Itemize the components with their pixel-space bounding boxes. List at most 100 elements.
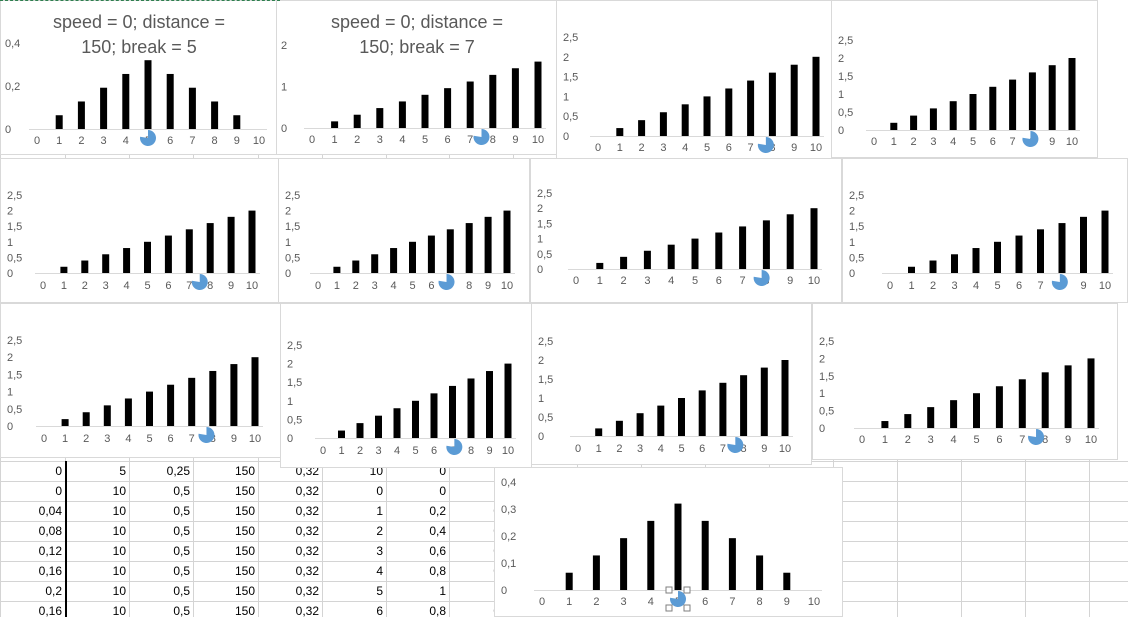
table-cell[interactable]: 150 (234, 604, 255, 618)
table-cell[interactable]: 10 (112, 504, 126, 518)
bar (904, 414, 912, 428)
selection-handle (665, 586, 673, 594)
table-cell[interactable]: 0,32 (295, 604, 319, 618)
table-cell[interactable]: 150 (234, 544, 255, 558)
bar (949, 101, 957, 130)
y-tick-label: 2,5 (849, 190, 864, 202)
y-tick-label: 1,5 (819, 371, 834, 383)
y-tick-label: 2 (285, 206, 291, 218)
table-cell[interactable]: 150 (234, 464, 255, 478)
x-tick-label: 10 (1066, 136, 1078, 148)
table-cell[interactable]: 150 (234, 504, 255, 518)
table-cell[interactable]: 0,6 (429, 544, 446, 558)
bar (1037, 229, 1044, 273)
table-cell[interactable]: 5 (119, 464, 126, 478)
table-cell[interactable]: 10 (112, 564, 126, 578)
table-cell[interactable]: 0,16 (38, 604, 62, 618)
table-cell[interactable]: 0,5 (173, 504, 190, 518)
table-cell[interactable]: 150 (234, 484, 255, 498)
table-cell[interactable]: 10 (112, 584, 126, 598)
table-cell[interactable]: 10 (112, 484, 126, 498)
x-tick-label: 0 (309, 134, 315, 146)
x-tick-label: 9 (228, 280, 234, 292)
table-cell[interactable]: 10 (112, 604, 126, 618)
table-cell[interactable]: 0,2 (45, 584, 62, 598)
table-cell[interactable]: 0,5 (173, 584, 190, 598)
table-cell[interactable]: 0,32 (295, 584, 319, 598)
table-cell[interactable]: 0,5 (173, 544, 190, 558)
bar (756, 555, 764, 590)
table-cell[interactable]: 0 (55, 484, 62, 498)
table-cell[interactable]: 0 (439, 464, 446, 478)
bar (1080, 216, 1087, 273)
x-tick-label: 6 (431, 445, 437, 457)
x-tick-label: 0 (539, 596, 545, 608)
table-cell[interactable]: 0,08 (38, 524, 62, 538)
table-cell[interactable]: 0 (376, 484, 383, 498)
table-cell[interactable]: 4 (376, 564, 383, 578)
chart-12[interactable]: 0 0,5 1 1,5 2 2,5 0 1 2 3 4 5 6 7 8 9 10 (812, 303, 1118, 460)
table-cell[interactable]: 150 (234, 584, 255, 598)
bar (146, 391, 153, 426)
table-cell[interactable]: 0,8 (429, 604, 446, 618)
table-cell[interactable]: 1 (439, 584, 446, 598)
x-tick-label: 5 (412, 445, 418, 457)
table-cell[interactable]: 0,8 (429, 564, 446, 578)
table-cell[interactable]: 0,2 (429, 504, 446, 518)
table-cell[interactable]: 3 (376, 544, 383, 558)
table-cell[interactable]: 5 (376, 584, 383, 598)
table-cell[interactable]: 2 (376, 524, 383, 538)
table-cell[interactable]: 0,12 (38, 544, 62, 558)
table-cell[interactable]: 0,5 (173, 484, 190, 498)
table-cell[interactable]: 0,32 (295, 484, 319, 498)
table-cell[interactable]: 0,32 (295, 504, 319, 518)
x-tick-label: 5 (144, 280, 150, 292)
bar (333, 266, 341, 273)
y-tick-label: 1 (285, 237, 291, 249)
table-cell[interactable]: 10 (112, 524, 126, 538)
bar (781, 360, 789, 436)
table-cell[interactable]: 1 (376, 504, 383, 518)
table-cell[interactable]: 0,32 (295, 564, 319, 578)
y-tick-label: 0 (838, 125, 844, 137)
table-cell[interactable]: 150 (234, 564, 255, 578)
bar (786, 214, 794, 269)
x-tick-label: 9 (787, 275, 793, 287)
table-cell[interactable]: 0,5 (173, 604, 190, 618)
table-cell[interactable]: 0,5 (173, 524, 190, 538)
y-tick-label: 0,1 (501, 558, 516, 570)
table-cell[interactable]: 0,25 (166, 464, 190, 478)
table-cell[interactable]: 0,32 (295, 544, 319, 558)
x-tick-label: 9 (1049, 136, 1055, 148)
table-cell[interactable]: 0,5 (173, 564, 190, 578)
table-cell[interactable]: 0,04 (38, 504, 62, 518)
table-cell[interactable]: 0 (55, 464, 62, 478)
bar (701, 520, 709, 590)
bar (719, 382, 727, 436)
table-cell[interactable]: 0 (439, 484, 446, 498)
table-cell[interactable]: 0,32 (295, 524, 319, 538)
bar (1064, 365, 1072, 428)
table-cell[interactable]: 6 (376, 604, 383, 618)
bar (908, 266, 915, 273)
chart-13[interactable]: 00,10,20,30,4012345678910 (494, 467, 843, 617)
y-tick-label: 0 (285, 268, 291, 280)
table-cell[interactable]: 10 (112, 544, 126, 558)
table-cell[interactable]: 0,4 (429, 524, 446, 538)
chart-11[interactable]: 0 0,5 1 1,5 2 2,5 0 1 2 3 4 5 6 7 8 9 10 (531, 303, 812, 465)
table-cell[interactable]: 0,16 (38, 564, 62, 578)
chart-1[interactable]: speed = 0; distance = 150; break = 5 0 0,2… (0, 0, 278, 155)
x-tick-label: 9 (486, 445, 492, 457)
chart-5[interactable]: 0 0,5 1 1,5 2 2,5 0 1 2 3 4 5 6 7 8 9 10 (0, 158, 282, 303)
x-tick-label: 2 (616, 443, 622, 455)
table-cell[interactable]: 150 (234, 524, 255, 538)
x-tick-label: 2 (78, 135, 84, 147)
